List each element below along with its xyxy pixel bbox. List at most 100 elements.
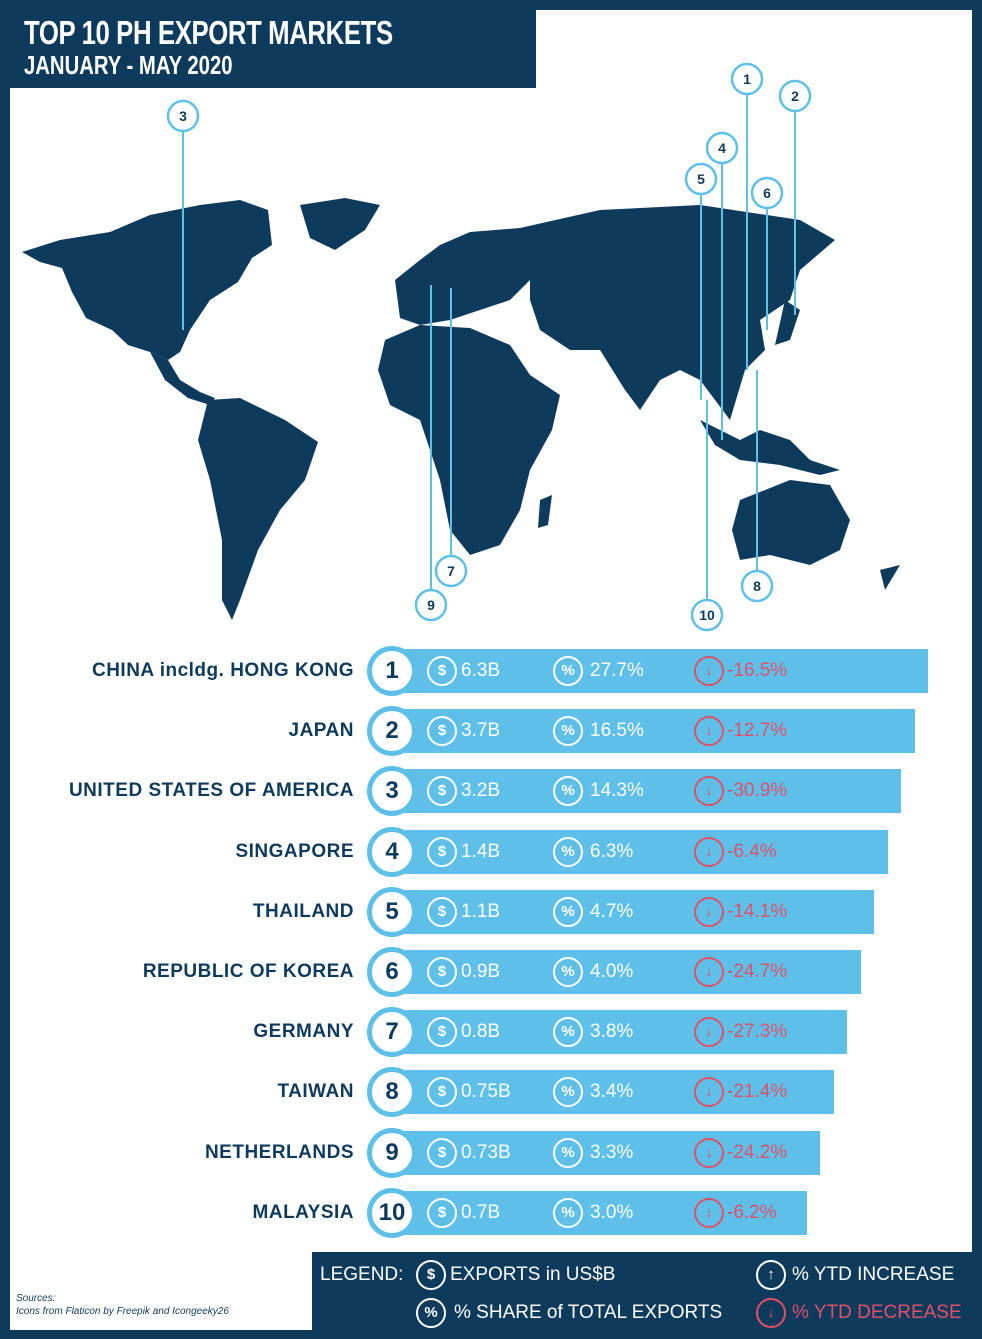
asia bbox=[520, 205, 835, 420]
legend-increase: % YTD INCREASE bbox=[792, 1264, 955, 1285]
exports-value: 0.8B bbox=[461, 1021, 501, 1043]
bar bbox=[392, 950, 861, 994]
legend-share: % SHARE of TOTAL EXPORTS bbox=[454, 1302, 723, 1323]
arrow-down-icon: ↓ bbox=[694, 1077, 724, 1108]
africa bbox=[378, 325, 560, 555]
pin-marker bbox=[778, 79, 812, 113]
madagascar bbox=[538, 495, 552, 528]
pin-number: 3 bbox=[179, 108, 187, 124]
percent-icon: % bbox=[553, 1017, 583, 1048]
dollar-icon: $ bbox=[427, 957, 457, 987]
pin-number: 2 bbox=[791, 88, 799, 104]
europe bbox=[395, 228, 540, 325]
percent-icon: % bbox=[416, 1298, 446, 1328]
rank-badge: 6 bbox=[367, 947, 417, 997]
legend-exports: EXPORTS in US$B bbox=[450, 1264, 616, 1285]
country-name: CHINA incldg. HONG KONG bbox=[91, 660, 354, 681]
pin-number: 5 bbox=[697, 171, 705, 187]
arrow-up-icon: ↑ bbox=[756, 1260, 786, 1290]
bar bbox=[392, 1190, 807, 1235]
arrow-down-icon: ↓ bbox=[694, 1197, 724, 1228]
exports-value: 0.9B bbox=[461, 961, 501, 982]
rank-badge: 7 bbox=[367, 1007, 417, 1058]
rank-badge: 2 bbox=[367, 706, 417, 757]
pin-marker bbox=[705, 131, 739, 165]
ytd-change-value: -16.5% bbox=[727, 660, 788, 681]
rank-badge: 9 bbox=[367, 1127, 417, 1178]
country-name: THAILAND bbox=[252, 900, 354, 922]
table-row: GERMANY 7 $ 0.8B % 3.8% ↓ -27.3% bbox=[0, 1007, 982, 1058]
share-value: 6.3% bbox=[590, 840, 634, 862]
bar bbox=[392, 829, 888, 874]
ytd-change-value: -14.1% bbox=[727, 900, 788, 922]
country-name: TAIWAN bbox=[277, 1081, 354, 1103]
arrow-down-icon: ↓ bbox=[694, 656, 724, 686]
sources-note: Sources: Icons from Flaticon by Freepik … bbox=[16, 1292, 229, 1318]
share-value: 27.7% bbox=[590, 660, 644, 681]
bar bbox=[392, 889, 875, 934]
title-banner: TOP 10 PH EXPORT MARKETS JANUARY - MAY 2… bbox=[10, 10, 536, 88]
country-name: UNITED STATES OF AMERICA bbox=[68, 780, 354, 802]
country-name: SINGAPORE bbox=[235, 840, 354, 862]
rank-badge: 10 bbox=[367, 1187, 417, 1238]
arrow-down-icon: ↓ bbox=[694, 957, 724, 987]
pin-number: 8 bbox=[753, 578, 761, 594]
rank-badge: 3 bbox=[367, 766, 417, 817]
world-map: 1 2 3 45 6 7 8 9 10 bbox=[22, 62, 900, 632]
new-zealand bbox=[880, 565, 900, 590]
dollar-icon: $ bbox=[427, 1017, 457, 1048]
arrow-down-icon: ↓ bbox=[694, 836, 724, 867]
dollar-icon: $ bbox=[427, 1197, 457, 1228]
percent-icon: % bbox=[553, 1137, 583, 1168]
sources-text: Icons from Flaticon by Freepik and Icong… bbox=[16, 1306, 229, 1317]
legend: LEGEND: $ EXPORTS in US$B % % SHARE of T… bbox=[312, 1252, 982, 1339]
table-row: TAIWAN 8 $ 0.75B % 3.4% ↓ -21.4% bbox=[0, 1067, 982, 1118]
pin-number: 4 bbox=[718, 140, 726, 156]
table-row: UNITED STATES OF AMERICA 3 $ 3.2B % 14.3… bbox=[0, 766, 982, 817]
dollar-icon: $ bbox=[427, 1137, 457, 1168]
ytd-change-value: -21.4% bbox=[727, 1081, 788, 1103]
exports-value: 3.7B bbox=[461, 720, 501, 742]
bar bbox=[392, 709, 915, 754]
bar bbox=[392, 1130, 821, 1175]
map-pins: 1 2 3 45 6 7 8 9 10 bbox=[166, 62, 812, 632]
percent-icon: % bbox=[553, 957, 583, 987]
share-value: 4.0% bbox=[590, 961, 634, 982]
north-america bbox=[22, 200, 272, 360]
pin-marker bbox=[434, 554, 468, 588]
australia bbox=[732, 480, 850, 565]
pin-marker bbox=[684, 162, 718, 196]
table-row: THAILAND 5 $ 1.1B % 4.7% ↓ -14.1% bbox=[0, 886, 982, 937]
share-value: 16.5% bbox=[590, 720, 644, 742]
pin-marker bbox=[414, 588, 448, 622]
table-row: CHINA incldg. HONG KONG 1 $ 6.3B % 27.7%… bbox=[0, 646, 982, 696]
dollar-icon: $ bbox=[427, 776, 457, 807]
continents bbox=[22, 198, 900, 620]
table-row: NETHERLANDS 9 $ 0.73B % 3.3% ↓ -24.2% bbox=[0, 1127, 982, 1178]
rank-badge: 5 bbox=[367, 886, 417, 937]
percent-icon: % bbox=[553, 1077, 583, 1108]
greenland bbox=[300, 198, 380, 250]
ytd-change-value: -27.3% bbox=[727, 1021, 788, 1043]
arrow-down-icon: ↓ bbox=[694, 716, 724, 747]
percent-icon: % bbox=[553, 1197, 583, 1228]
pin-number: 1 bbox=[743, 71, 751, 87]
country-name: NETHERLANDS bbox=[204, 1141, 354, 1163]
table-row: MALAYSIA 10 $ 0.7B % 3.0% ↓ -6.2% bbox=[0, 1187, 982, 1238]
dollar-icon: $ bbox=[427, 716, 457, 747]
exports-value: 1.4B bbox=[461, 840, 501, 862]
exports-value: 0.75B bbox=[461, 1081, 511, 1103]
bar bbox=[392, 649, 928, 693]
rank-badge: 4 bbox=[367, 826, 417, 877]
table-row: SINGAPORE 4 $ 1.4B % 6.3% ↓ -6.4% bbox=[0, 826, 982, 877]
share-value: 3.4% bbox=[590, 1081, 634, 1103]
share-value: 3.3% bbox=[590, 1141, 634, 1163]
rank-badge: 1 bbox=[367, 646, 417, 696]
sources-label: Sources: bbox=[16, 1293, 56, 1304]
share-value: 3.8% bbox=[590, 1021, 634, 1043]
south-america bbox=[198, 398, 318, 620]
rank-badge: 8 bbox=[367, 1067, 417, 1118]
ytd-change-value: -30.9% bbox=[727, 780, 788, 802]
pin-number: 6 bbox=[763, 185, 771, 201]
pin-marker bbox=[750, 176, 784, 210]
